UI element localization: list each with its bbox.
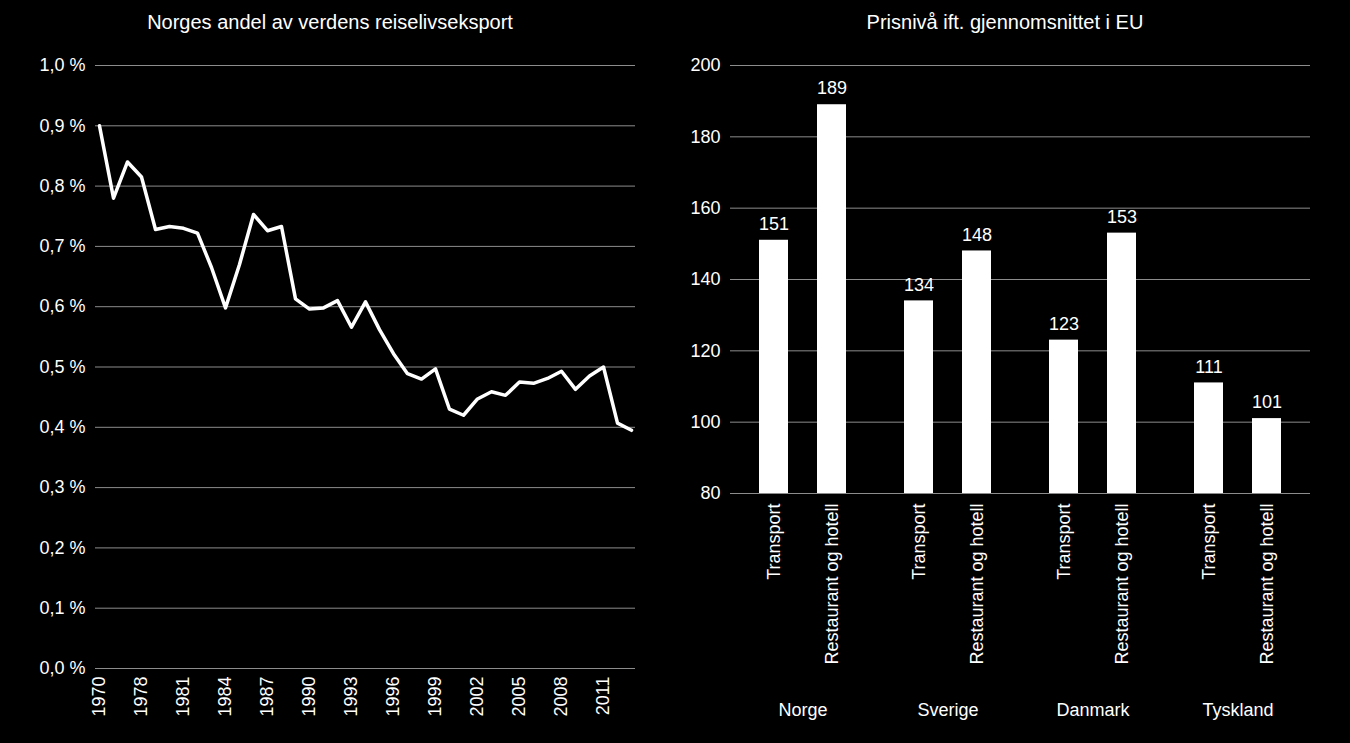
svg-text:189: 189 (817, 78, 847, 98)
svg-text:Transport: Transport (1199, 504, 1219, 580)
svg-text:123: 123 (1049, 314, 1079, 334)
svg-text:100: 100 (690, 412, 720, 432)
svg-text:160: 160 (690, 198, 720, 218)
svg-text:0,3 %: 0,3 % (39, 477, 85, 497)
html-text:Prisnivå ift. gjennomsnittet i: Prisnivå ift. gjennomsnittet i EU (866, 11, 1144, 33)
svg-text:1990: 1990 (299, 677, 319, 717)
svg-text:Restaurant og hotell: Restaurant og hotell (1257, 504, 1277, 665)
svg-text:134: 134 (904, 275, 934, 295)
svg-text:Transport: Transport (909, 504, 929, 580)
svg-text:180: 180 (690, 127, 720, 147)
svg-text:101: 101 (1252, 392, 1282, 412)
svg-text:0,4 %: 0,4 % (39, 417, 85, 437)
svg-text:140: 140 (690, 269, 720, 289)
svg-text:0,1 %: 0,1 % (39, 598, 85, 618)
svg-text:0,7 %: 0,7 % (39, 236, 85, 256)
svg-text:Norge: Norge (778, 700, 827, 720)
svg-text:1981: 1981 (173, 677, 193, 717)
svg-text:2011: 2011 (593, 677, 613, 716)
svg-text:1993: 1993 (341, 677, 361, 717)
svg-text:1984: 1984 (215, 677, 235, 717)
svg-text:0,0 %: 0,0 % (39, 658, 85, 678)
svg-text:1,0 %: 1,0 % (39, 55, 85, 75)
svg-text:Restaurant og hotell: Restaurant og hotell (822, 504, 842, 665)
html-text:Norges andel av verdens reisel: Norges andel av verdens reiselivseksport (147, 11, 513, 33)
svg-text:Transport: Transport (764, 504, 784, 580)
svg-text:0,9 %: 0,9 % (39, 116, 85, 136)
svg-text:200: 200 (690, 55, 720, 75)
svg-text:148: 148 (962, 225, 992, 245)
svg-text:Tyskland: Tyskland (1202, 700, 1273, 720)
svg-text:0,8 %: 0,8 % (39, 176, 85, 196)
svg-text:Transport: Transport (1054, 504, 1074, 580)
svg-text:0,6 %: 0,6 % (39, 296, 85, 316)
svg-text:111: 111 (1195, 357, 1222, 377)
svg-text:80: 80 (700, 483, 720, 503)
svg-text:0,5 %: 0,5 % (39, 357, 85, 377)
svg-text:1987: 1987 (257, 677, 277, 717)
svg-text:153: 153 (1107, 207, 1137, 227)
svg-text:1978: 1978 (131, 677, 151, 717)
svg-text:Danmark: Danmark (1056, 700, 1130, 720)
svg-text:1999: 1999 (425, 677, 445, 717)
svg-text:2008: 2008 (551, 677, 571, 717)
svg-text:120: 120 (690, 341, 720, 361)
svg-text:Restaurant og hotell: Restaurant og hotell (1112, 504, 1132, 665)
svg-text:0,2 %: 0,2 % (39, 538, 85, 558)
svg-text:Sverige: Sverige (917, 700, 978, 720)
svg-text:1970: 1970 (89, 677, 109, 717)
svg-text:Restaurant og hotell: Restaurant og hotell (967, 504, 987, 665)
svg-text:2002: 2002 (467, 677, 487, 717)
svg-text:2005: 2005 (509, 677, 529, 717)
svg-text:151: 151 (759, 214, 789, 234)
svg-text:1996: 1996 (383, 677, 403, 717)
